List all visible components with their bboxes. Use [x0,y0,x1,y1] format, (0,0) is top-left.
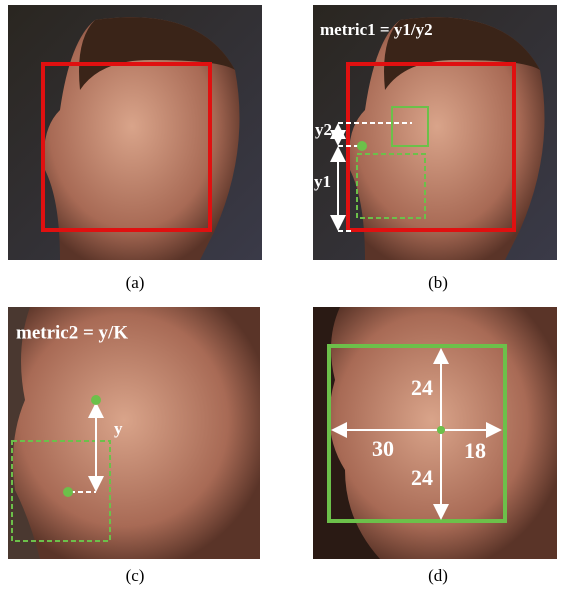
metric-title: metric2 = y/K [16,322,128,343]
metric-title: metric1 = y1/y2 [320,20,433,39]
point [63,487,73,497]
figure: (a) metric1 = y1/y2 y2 y1 (b) metric2 = … [0,0,561,589]
caption: (d) [428,566,448,585]
face [13,307,260,559]
label: 30 [372,436,394,461]
label: y1 [314,172,331,191]
label: y2 [315,120,332,139]
caption: (a) [126,273,145,292]
label: 24 [411,465,433,490]
panel-b: metric1 = y1/y2 y2 y1 [313,5,557,260]
point [437,426,445,434]
point [91,395,101,405]
label: y [114,419,123,438]
label: 18 [464,438,486,463]
caption: (b) [428,273,448,292]
label: 24 [411,375,433,400]
point [357,141,367,151]
panel-d: 24 24 30 18 [313,307,557,559]
caption: (c) [126,566,145,585]
panel-c: metric2 = y/K y [8,307,260,559]
panel-a [8,5,262,260]
